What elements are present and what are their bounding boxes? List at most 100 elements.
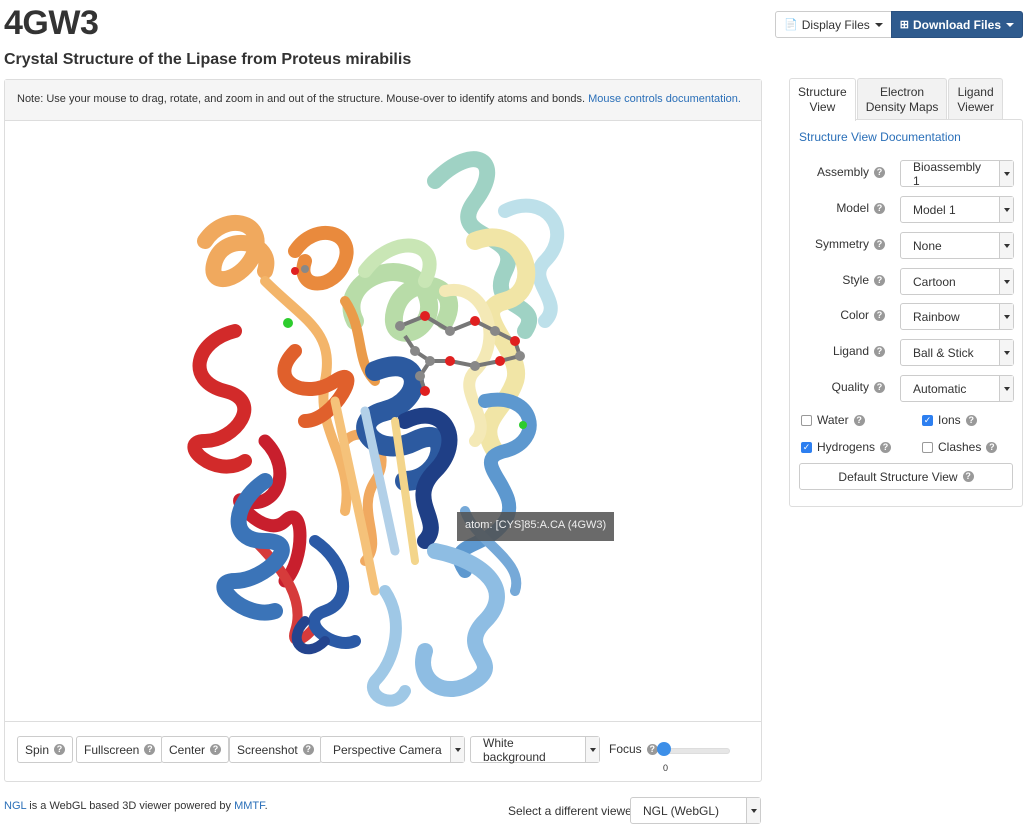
help-icon: ? — [144, 744, 156, 755]
help-icon: ? — [54, 744, 66, 755]
tab-label: View — [809, 100, 836, 114]
center-label: Center — [169, 742, 206, 757]
assembly-label: Assembly? — [817, 165, 885, 179]
display-files-label: Display Files — [801, 17, 870, 32]
help-icon: ? — [874, 202, 885, 214]
viewer-note-text: Note: Use your mouse to drag, rotate, an… — [17, 93, 586, 105]
symmetry-select[interactable]: None — [900, 232, 1014, 259]
ligand-select[interactable]: Ball & Stick — [900, 339, 1014, 366]
quality-select[interactable]: Automatic — [900, 375, 1014, 402]
mouse-controls-link[interactable]: Mouse controls documentation. — [588, 93, 741, 105]
viewer-select-label: Select a different viewer — [508, 804, 636, 818]
atom-tooltip: atom: [CYS]85:A.CA (4GW3) — [457, 512, 615, 541]
focus-slider-handle[interactable] — [657, 742, 671, 756]
default-view-label: Default Structure View — [838, 469, 958, 484]
viewer-panel: Note: Use your mouse to drag, rotate, an… — [4, 79, 762, 782]
focus-slider[interactable] — [665, 748, 730, 754]
help-icon: ? — [874, 381, 885, 393]
focus-label-text: Focus — [609, 742, 642, 756]
mmtf-link[interactable]: MMTF — [234, 800, 265, 812]
default-structure-view-button[interactable]: Default Structure View ? — [799, 463, 1013, 490]
help-icon: ? — [965, 414, 977, 426]
footer-text-end: . — [264, 800, 268, 812]
chevron-down-icon — [999, 233, 1013, 258]
color-select[interactable]: Rainbow — [900, 303, 1014, 330]
hydrogens-checkbox[interactable]: ✓ Hydrogens ? — [801, 440, 892, 454]
camera-value: Perspective Camera — [333, 742, 442, 757]
fullscreen-button[interactable]: Fullscreen ? — [76, 736, 164, 763]
entry-id: 4GW3 — [4, 4, 99, 42]
help-icon: ? — [874, 274, 885, 286]
viewer-controls: Spin ? Fullscreen ? Center ? Screenshot … — [5, 721, 761, 782]
water-label: Water — [817, 413, 849, 427]
help-icon: ? — [874, 166, 885, 178]
tab-label: Density Maps — [865, 100, 939, 114]
background-value: White background — [483, 735, 546, 764]
chevron-down-icon — [999, 340, 1013, 365]
checkbox-checked[interactable]: ✓ — [801, 441, 812, 453]
footer-text-mid: is a WebGL based 3D viewer powered by — [26, 800, 235, 812]
model-select[interactable]: Model 1 — [900, 196, 1014, 223]
chevron-down-icon — [1006, 22, 1014, 27]
chevron-down-icon — [999, 161, 1013, 186]
fullscreen-label: Fullscreen — [84, 742, 140, 757]
viewer-select[interactable]: NGL (WebGL) — [630, 797, 761, 824]
style-label: Style? — [842, 273, 885, 287]
help-icon: ? — [874, 238, 885, 250]
file-icon: 📄 — [784, 19, 798, 31]
tab-label: Structure — [798, 85, 847, 99]
center-button[interactable]: Center ? — [161, 736, 230, 763]
viewer-select-value: NGL (WebGL) — [643, 803, 720, 818]
screenshot-button[interactable]: Screenshot ? — [229, 736, 322, 763]
spin-label: Spin — [25, 742, 50, 757]
help-icon: ? — [853, 414, 865, 426]
model-label: Model? — [836, 201, 885, 215]
tab-label: Electron — [880, 85, 925, 99]
help-icon: ? — [880, 441, 892, 453]
help-icon: ? — [302, 744, 314, 755]
help-icon: ? — [874, 345, 885, 357]
chevron-down-icon — [999, 376, 1013, 401]
entry-title: Crystal Structure of the Lipase from Pro… — [4, 51, 412, 68]
help-icon: ? — [962, 471, 974, 482]
structure-canvas[interactable]: atom: [CYS]85:A.CA (4GW3) — [5, 121, 761, 721]
view-tabs: Structure View Electron Density Maps Lig… — [789, 78, 1004, 121]
symmetry-label: Symmetry? — [815, 237, 885, 251]
tab-label: Ligand — [957, 85, 994, 99]
viewer-note: Note: Use your mouse to drag, rotate, an… — [5, 80, 761, 121]
display-files-button[interactable]: 📄 Display Files — [775, 11, 892, 38]
download-icon: ⊞ — [899, 19, 909, 31]
checkbox-checked[interactable]: ✓ — [922, 414, 933, 426]
assembly-select[interactable]: Bioassembly 1 — [900, 160, 1014, 188]
tab-electron-density-maps[interactable]: Electron Density Maps — [856, 78, 948, 120]
spin-button[interactable]: Spin ? — [17, 736, 74, 763]
help-icon: ? — [986, 441, 998, 453]
background-select[interactable]: White background — [470, 735, 600, 764]
help-icon: ? — [874, 309, 885, 321]
water-checkbox[interactable]: Water ? — [801, 413, 865, 427]
help-icon: ? — [646, 743, 658, 755]
ngl-link[interactable]: NGL — [4, 800, 27, 812]
chevron-down-icon — [999, 197, 1013, 222]
color-label: Color? — [840, 308, 885, 322]
camera-select[interactable]: Perspective Camera — [320, 736, 465, 763]
chevron-down-icon — [999, 304, 1013, 329]
chevron-down-icon — [585, 737, 599, 762]
help-icon: ? — [210, 744, 222, 755]
checkbox-box[interactable] — [801, 414, 812, 426]
protein-cartoon[interactable] — [5, 121, 761, 721]
download-files-button[interactable]: ⊞ Download Files — [890, 11, 1023, 38]
chevron-down-icon — [450, 737, 464, 762]
focus-value: 0 — [663, 763, 669, 773]
style-select[interactable]: Cartoon — [900, 268, 1014, 295]
tab-ligand-viewer[interactable]: Ligand Viewer — [948, 78, 1003, 120]
ions-checkbox[interactable]: ✓ Ions ? — [922, 413, 977, 427]
clashes-label: Clashes — [938, 440, 982, 454]
chevron-down-icon — [874, 22, 883, 27]
chevron-down-icon — [746, 798, 760, 823]
tab-label: Viewer — [957, 100, 994, 114]
structure-view-doc-link[interactable]: Structure View Documentation — [799, 130, 961, 144]
tab-structure-view[interactable]: Structure View — [789, 78, 856, 121]
checkbox-box[interactable] — [922, 441, 933, 453]
clashes-checkbox[interactable]: Clashes ? — [922, 440, 998, 454]
